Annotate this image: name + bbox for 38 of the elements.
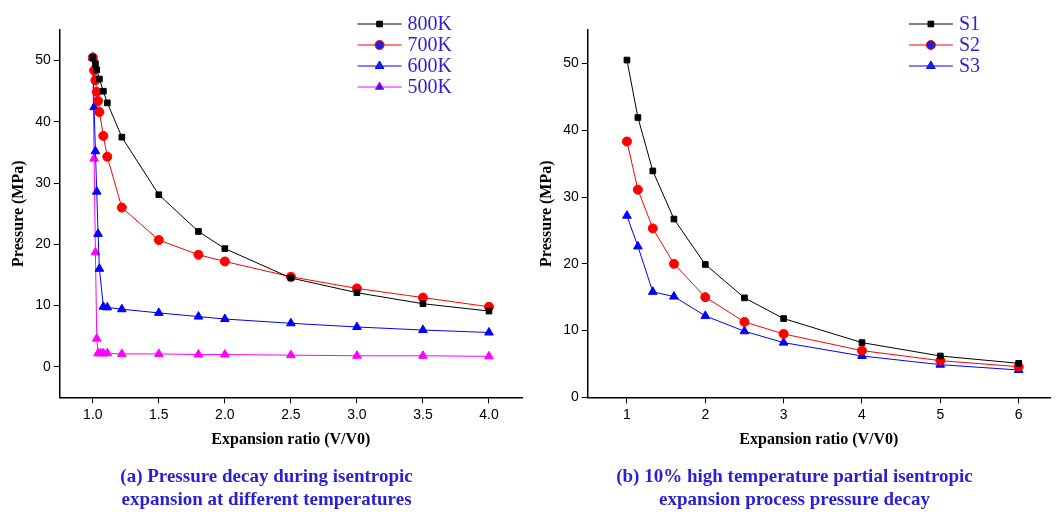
y-axis-title: Pressure (MPa) [8,160,27,267]
x-tick-label: 1 [623,405,632,422]
x-tick-label: 1.5 [149,405,169,422]
x-tick-label: 4 [858,405,867,422]
x-tick-label: 2 [701,405,710,422]
x-tick-label: 2.0 [215,405,235,422]
y-tick-label: 20 [563,254,579,271]
legend-label: 500K [407,75,453,98]
y-tick-label: 10 [35,296,51,313]
y-axis-title: Pressure (MPa) [536,160,555,267]
y-tick-label: 20 [35,235,51,252]
x-tick-label: 3.0 [347,405,367,422]
x-tick-label: 1.0 [83,405,103,422]
x-tick-label: 6 [1014,405,1023,422]
y-tick-label: 40 [563,121,579,138]
x-tick-label: 3.5 [413,405,433,422]
legend-label: S3 [958,54,980,77]
text: (a) Pressure decay during isentropic expansion at different temperatures [120,464,413,509]
x-tick-label: 5 [936,405,945,422]
y-tick-label: 0 [570,388,579,405]
legend-label: 700K [407,33,453,56]
y-tick-label: 50 [563,54,579,71]
text: (b) 10% high temperature partial isentropic expansion process pressure decay [616,464,973,509]
y-tick-label: 40 [35,112,51,129]
x-tick-label: 4.0 [479,405,499,422]
x-axis-title: Expansion ratio (V/V0) [739,429,899,448]
x-tick-label: 3 [779,405,788,422]
x-tick-label: 2.5 [281,405,301,422]
x-axis-title: Expansion ratio (V/V0) [211,429,371,448]
y-tick-label: 30 [563,187,579,204]
y-tick-label: 30 [35,173,51,190]
legend-label: S1 [958,12,980,35]
y-tick-label: 10 [563,321,579,338]
legend-label: S2 [958,33,980,56]
legend-label: 600K [407,54,453,77]
y-tick-label: 0 [42,357,51,374]
legend-label: 800K [407,12,453,35]
y-tick-label: 50 [35,51,51,68]
